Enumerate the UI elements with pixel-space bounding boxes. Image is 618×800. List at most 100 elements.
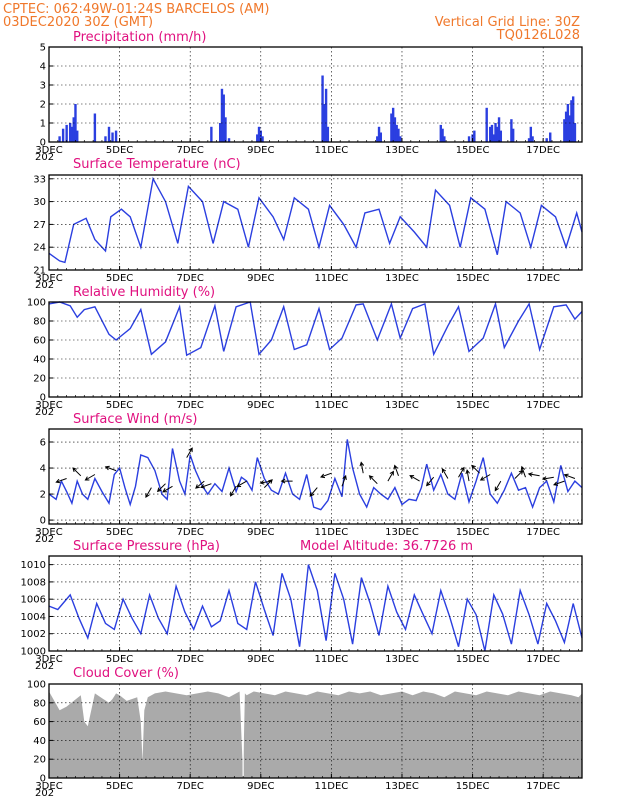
- pressure-xtick-label: 11DEC: [315, 654, 349, 665]
- wind-xtick-label: 15DEC: [456, 527, 490, 538]
- model-altitude: Model Altitude: 36.7726 m: [300, 539, 473, 554]
- wind-arrow: [541, 476, 554, 481]
- wind-year-label: 202: [35, 534, 54, 545]
- rh-xtick-label: 17DEC: [526, 400, 560, 411]
- temp-ytick-label: 30: [33, 197, 46, 208]
- precip-bar: [74, 104, 77, 142]
- wind-arrow: [409, 475, 420, 482]
- precip-ytick-label: 1: [40, 119, 46, 130]
- wind-arrow: [393, 464, 399, 476]
- wind-xtick-label: 11DEC: [315, 527, 349, 538]
- wind-frame: [48, 428, 583, 525]
- wind-xtick-label: 13DEC: [385, 527, 419, 538]
- cloud-xtick-label: 15DEC: [456, 781, 490, 792]
- precip-bar: [107, 126, 111, 142]
- cloud-year-label: 202: [35, 788, 54, 799]
- wind-arrow: [553, 480, 565, 486]
- precip-bar: [114, 130, 118, 142]
- precip-title: Precipitation (mm/h): [73, 30, 206, 45]
- cloud-ytick-label: 40: [33, 736, 46, 747]
- precip-bar: [210, 126, 213, 142]
- wind-ytick-label: 2: [40, 490, 46, 501]
- precip-xtick-label: 13DEC: [385, 145, 419, 156]
- precip-bar: [549, 132, 552, 142]
- wind-arrow: [471, 464, 480, 474]
- cloud-frame: [48, 683, 583, 779]
- wind-arrow: [563, 473, 576, 479]
- rh-xtick-label: 15DEC: [456, 400, 490, 411]
- wind-arrow: [309, 487, 318, 497]
- rh-ytick-label: 20: [33, 374, 46, 385]
- precip-bar: [499, 130, 503, 142]
- pressure-ytick-label: 1010: [21, 560, 46, 571]
- temp-year-label: 202: [35, 280, 54, 291]
- cloud-xtick-label: 9DEC: [247, 781, 274, 792]
- precip-bar: [467, 136, 471, 142]
- precip-xtick-label: 17DEC: [526, 145, 560, 156]
- precip-bar: [573, 123, 577, 142]
- temp-title: Surface Temperature (nC): [73, 157, 241, 172]
- precip-bar: [70, 126, 74, 142]
- wind-arrow: [465, 469, 470, 482]
- temp-xtick-label: 3DEC: [35, 273, 62, 284]
- header-location: CPTEC: 062:49W-01:24S BARCELOS (AM): [3, 2, 269, 17]
- rh-ytick-label: 80: [33, 317, 46, 328]
- wind-arrow: [145, 487, 152, 499]
- precip-frame: [48, 46, 583, 143]
- wind-arrow: [426, 476, 435, 487]
- precip-year-label: 202: [35, 152, 54, 163]
- rh-xtick-label: 3DEC: [35, 400, 62, 411]
- wind-arrow: [368, 475, 378, 485]
- precip-bar: [224, 117, 227, 142]
- wind-arrow: [195, 480, 205, 489]
- precip-bar: [397, 128, 400, 142]
- precip-bar: [531, 136, 534, 142]
- precip-bar: [492, 134, 495, 142]
- precip-bar: [393, 117, 397, 142]
- precip-bar: [227, 138, 231, 142]
- precip-bar: [571, 96, 575, 142]
- rh-frame: [48, 301, 583, 398]
- wind-arrow: [479, 474, 491, 481]
- wind-arrow: [514, 469, 524, 479]
- precip-bar: [377, 126, 381, 142]
- precip-bar: [321, 75, 324, 142]
- cloud-xtick-label: 3DEC: [35, 781, 62, 792]
- cloud-xtick-label: 5DEC: [106, 781, 133, 792]
- precip-bar: [490, 124, 494, 142]
- precip-bar: [473, 130, 476, 142]
- rh-xtick-label: 9DEC: [247, 400, 274, 411]
- wind-arrow: [520, 465, 526, 478]
- precip-ytick-label: 3: [40, 81, 46, 92]
- pressure-xtick-label: 15DEC: [456, 654, 490, 665]
- wind-arrow: [341, 474, 347, 487]
- precip-xtick-label: 9DEC: [247, 145, 274, 156]
- wind-arrow: [104, 465, 117, 472]
- wind-ytick-label: 0: [40, 516, 46, 527]
- cloud-title: Cloud Cover (%): [73, 666, 179, 681]
- precip-ytick-label: 5: [40, 43, 46, 54]
- wind-arrow: [186, 447, 193, 458]
- pressure-xtick-label: 5DEC: [106, 654, 133, 665]
- precip-bar: [439, 124, 443, 142]
- temp-ytick-label: 33: [33, 174, 46, 185]
- precip-bar: [527, 138, 531, 142]
- cloud-xtick-label: 7DEC: [177, 781, 204, 792]
- wind-arrow: [156, 483, 166, 493]
- wind-line: [48, 439, 583, 511]
- pressure-xtick-label: 17DEC: [526, 654, 560, 665]
- rh-ytick-label: 40: [33, 355, 46, 366]
- wind-ytick-label: 4: [40, 464, 46, 475]
- precip-bar: [563, 119, 566, 142]
- precip-bar: [494, 123, 497, 142]
- wind-arrow: [230, 486, 237, 497]
- precip-bar: [497, 117, 501, 142]
- precip-bar: [104, 136, 107, 142]
- temp-xtick-label: 17DEC: [526, 273, 560, 284]
- wind-arrow: [280, 478, 293, 484]
- pressure-ytick-label: 1004: [21, 612, 46, 623]
- wind-arrow: [494, 480, 502, 492]
- cloud-xtick-label: 11DEC: [315, 781, 349, 792]
- cloud-ytick-label: 60: [33, 717, 46, 728]
